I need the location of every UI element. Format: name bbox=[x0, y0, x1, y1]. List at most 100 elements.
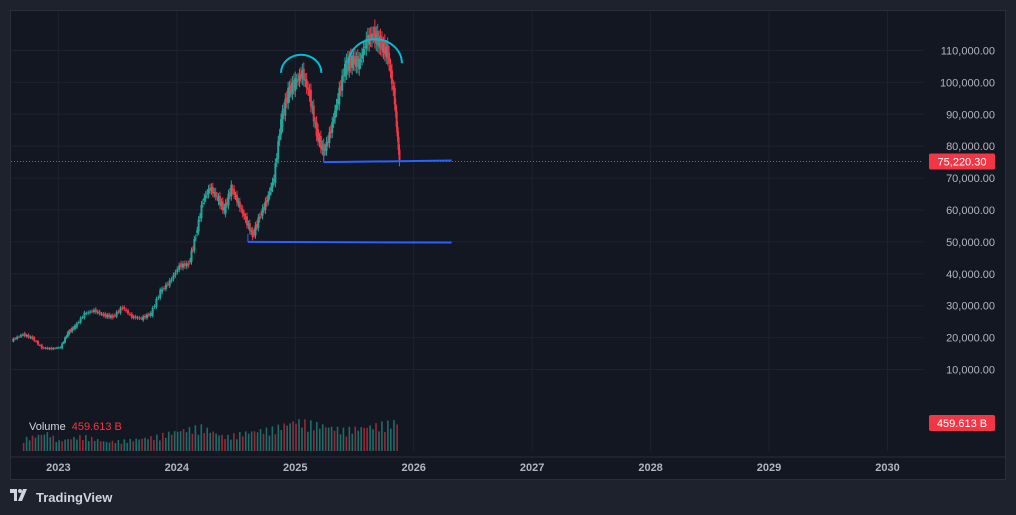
candle-body bbox=[267, 195, 270, 202]
candle-body bbox=[111, 315, 114, 318]
y-tick-label: 10,000.00 bbox=[946, 364, 995, 376]
candle-body bbox=[176, 269, 179, 272]
volume-bar bbox=[70, 439, 72, 451]
candle-body bbox=[57, 347, 60, 349]
candle-body bbox=[92, 309, 95, 312]
candle-body bbox=[155, 298, 158, 308]
candle-body bbox=[250, 230, 253, 232]
candle-body bbox=[352, 58, 355, 65]
candle-body bbox=[69, 329, 72, 332]
volume-bar bbox=[301, 427, 303, 451]
volume-bar bbox=[55, 441, 58, 451]
candle-body bbox=[216, 196, 219, 198]
volume-bar bbox=[298, 419, 300, 451]
volume-bar bbox=[351, 433, 354, 451]
candle-body bbox=[72, 327, 75, 329]
candle-body bbox=[371, 33, 374, 41]
y-tick-label: 60,000.00 bbox=[946, 205, 995, 217]
candle-body bbox=[299, 73, 302, 77]
volume-bar bbox=[194, 425, 197, 451]
candle-body bbox=[284, 99, 287, 116]
candle-body bbox=[348, 57, 351, 72]
candle-body bbox=[264, 201, 267, 211]
volume-bar bbox=[277, 424, 280, 451]
candle-body bbox=[14, 338, 17, 340]
volume-bar bbox=[387, 420, 389, 451]
volume-bar bbox=[339, 434, 342, 451]
candle-body bbox=[77, 322, 80, 324]
volume-bar bbox=[58, 440, 60, 451]
candle-body bbox=[68, 330, 71, 335]
chart-frame[interactable]: 110,000.00 100,000.00 90,000.00 80,000.00 70… bbox=[10, 10, 1006, 480]
candle-body bbox=[291, 82, 294, 94]
y-tick-label: 50,000.00 bbox=[946, 237, 995, 249]
candle-body bbox=[294, 78, 297, 91]
candle-body bbox=[127, 310, 130, 314]
candle-body bbox=[199, 216, 202, 219]
candle-body bbox=[164, 284, 167, 290]
volume-bar bbox=[96, 439, 99, 451]
candle-body bbox=[265, 199, 268, 203]
volume-bar bbox=[372, 429, 374, 451]
candle-body bbox=[244, 216, 247, 220]
candle-body bbox=[328, 132, 331, 144]
volume-bar bbox=[64, 439, 66, 451]
candle-body bbox=[255, 223, 258, 227]
candle-body bbox=[115, 311, 118, 317]
candle-body bbox=[315, 121, 318, 137]
volume-bar bbox=[200, 424, 203, 451]
candle-body bbox=[241, 209, 244, 214]
candle-body bbox=[21, 334, 24, 336]
candle-body bbox=[289, 84, 292, 92]
candle-body bbox=[278, 134, 281, 141]
volume-bar bbox=[283, 423, 286, 451]
volume-bar bbox=[318, 428, 321, 451]
volume-bar bbox=[82, 439, 84, 451]
volume-bar bbox=[233, 433, 235, 451]
volume-bar bbox=[209, 432, 211, 451]
volume-bar bbox=[144, 437, 146, 451]
volume-legend-label: Volume bbox=[29, 421, 66, 433]
candle-body bbox=[62, 342, 65, 344]
candle-body bbox=[311, 106, 314, 109]
candle-body bbox=[147, 314, 150, 316]
candle-body bbox=[168, 280, 171, 286]
price-chart[interactable]: 110,000.00 100,000.00 90,000.00 80,000.00 70… bbox=[11, 11, 1005, 479]
x-tick-label: 2025 bbox=[283, 462, 307, 474]
volume-bar bbox=[324, 427, 327, 451]
volume-bar bbox=[206, 427, 209, 451]
volume-bar bbox=[230, 439, 232, 451]
candle-body bbox=[356, 55, 359, 67]
candle-body bbox=[55, 347, 58, 349]
candle-body bbox=[87, 312, 90, 314]
candle-body bbox=[29, 336, 32, 338]
candle-body bbox=[38, 345, 41, 347]
volume-bar bbox=[378, 431, 380, 451]
volume-bar bbox=[46, 432, 49, 451]
volume-bar bbox=[73, 437, 75, 451]
candle-body bbox=[153, 306, 156, 308]
candle-body bbox=[388, 52, 391, 64]
volume-badge bbox=[929, 415, 995, 431]
candle-body bbox=[282, 108, 285, 114]
volume-bar bbox=[357, 430, 360, 451]
volume-bar bbox=[241, 436, 244, 451]
volume-bar bbox=[150, 436, 152, 451]
volume-bar bbox=[156, 434, 158, 451]
candle-body bbox=[268, 191, 271, 196]
volume-bar bbox=[313, 430, 315, 451]
volume-bar bbox=[108, 442, 111, 451]
volume-bar bbox=[256, 432, 259, 451]
candle-body bbox=[270, 187, 273, 192]
branding[interactable]: TradingView bbox=[10, 488, 112, 506]
candle-body bbox=[172, 275, 175, 280]
candle-body bbox=[19, 335, 22, 337]
candle-body bbox=[31, 336, 34, 339]
candle-body bbox=[185, 263, 188, 267]
candle-body bbox=[44, 347, 47, 349]
volume-badge-text: 459.613 B bbox=[937, 418, 987, 430]
candle-body bbox=[130, 313, 133, 318]
candle-body bbox=[394, 104, 397, 112]
volume-bar bbox=[67, 439, 69, 451]
volume-bar bbox=[369, 425, 371, 451]
